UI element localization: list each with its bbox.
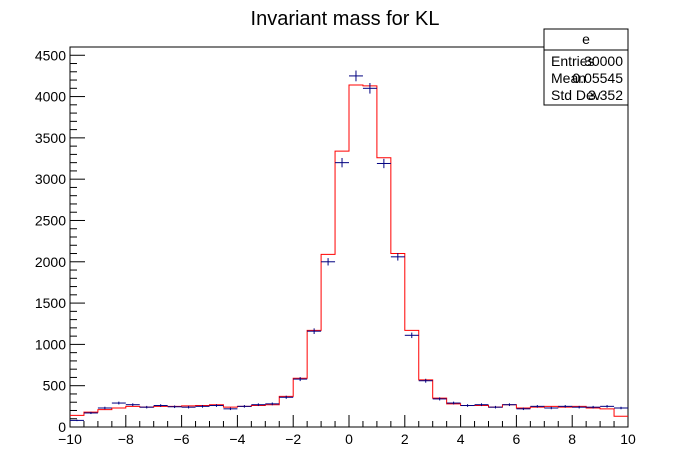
data-point xyxy=(125,403,140,407)
data-point xyxy=(446,401,461,405)
data-point xyxy=(181,405,196,409)
stats-box-title: e xyxy=(582,31,590,47)
x-tick-label: 10 xyxy=(620,431,636,447)
y-tick-label: 1000 xyxy=(35,336,66,352)
x-tick-label: −10 xyxy=(58,431,82,447)
step-outline xyxy=(70,84,628,417)
x-tick-label: 8 xyxy=(568,431,576,447)
x-tick-label: 0 xyxy=(345,431,353,447)
data-point xyxy=(502,403,517,407)
data-point xyxy=(460,404,475,407)
y-tick-label: 2000 xyxy=(35,254,66,270)
data-point xyxy=(600,405,615,408)
points-series-blue xyxy=(70,70,628,422)
data-point xyxy=(70,419,84,422)
data-point xyxy=(544,406,559,410)
stats-box-frame xyxy=(543,28,629,106)
stats-label-entries: Entries xyxy=(551,53,595,69)
data-point xyxy=(265,402,280,406)
stats-value-entries: 30000 xyxy=(584,53,623,69)
data-point xyxy=(223,407,238,411)
data-point xyxy=(293,377,308,382)
y-axis: 0 500 1000 1500 2000 2500 3000 3500 4000 4500 xyxy=(35,46,85,435)
data-point xyxy=(558,405,573,408)
stats-label-mean: Mean xyxy=(551,70,586,86)
data-point xyxy=(349,70,363,82)
data-point xyxy=(516,407,531,411)
x-axis: −10 −8 −6 −4 −2 0 2 4 6 8 10 xyxy=(58,415,636,447)
data-point xyxy=(237,405,252,408)
x-tick-label: −2 xyxy=(285,431,301,447)
data-point xyxy=(586,405,601,409)
data-point xyxy=(279,395,294,399)
y-tick-label: 500 xyxy=(43,378,67,394)
y-tick-label: 4000 xyxy=(35,89,66,105)
stats-label-stddev: Std Dev xyxy=(551,87,601,103)
x-tick-label: −6 xyxy=(174,431,190,447)
y-tick-label: 0 xyxy=(58,419,66,435)
chart-title: Invariant mass for KL xyxy=(251,8,440,30)
data-point xyxy=(418,378,433,383)
data-point xyxy=(335,157,349,168)
y-tick-label: 4500 xyxy=(35,47,66,63)
y-tick-label: 3000 xyxy=(35,171,66,187)
data-point xyxy=(614,406,628,410)
step-series-red xyxy=(70,84,628,417)
y-tick-label: 3500 xyxy=(35,130,66,146)
data-point xyxy=(404,332,419,339)
data-point xyxy=(111,401,126,405)
data-point xyxy=(139,405,154,409)
data-point xyxy=(251,403,266,407)
data-point xyxy=(432,397,447,401)
data-point xyxy=(572,405,587,409)
data-point xyxy=(195,405,210,408)
x-tick-label: 6 xyxy=(513,431,521,447)
x-tick-label: 2 xyxy=(401,431,409,447)
stats-value-stddev: 3.352 xyxy=(588,87,623,103)
data-point xyxy=(167,405,182,409)
data-point xyxy=(153,404,168,407)
data-point xyxy=(97,406,112,410)
data-point xyxy=(362,83,377,94)
data-point xyxy=(376,158,391,169)
x-tick-label: 4 xyxy=(457,431,465,447)
data-point xyxy=(209,404,224,407)
data-point xyxy=(307,328,322,334)
data-point xyxy=(488,405,503,409)
y-tick-label: 2500 xyxy=(35,212,66,228)
data-point xyxy=(530,405,545,408)
stats-value-mean: 0.05545 xyxy=(572,70,623,86)
x-tick-label: −8 xyxy=(118,431,134,447)
data-point xyxy=(474,403,489,407)
data-point xyxy=(390,253,405,261)
x-tick-label: −4 xyxy=(229,431,245,447)
stats-box: e Entries 30000 Mean 0.05545 Std Dev 3.3… xyxy=(543,28,629,106)
data-point xyxy=(321,258,336,266)
y-tick-label: 1500 xyxy=(35,295,66,311)
data-point xyxy=(83,411,98,415)
